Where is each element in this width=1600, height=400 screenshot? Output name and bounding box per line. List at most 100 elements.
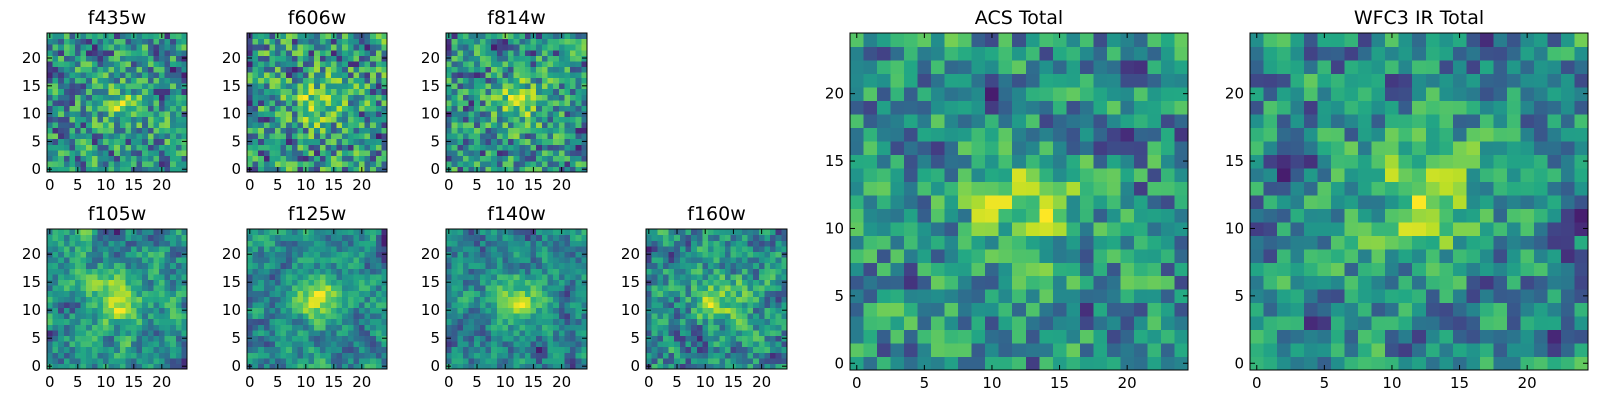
heatmap-cell [724,229,732,236]
heatmap-cell [175,229,182,236]
heatmap-cell [91,329,98,336]
heatmap-cell [564,127,571,134]
heatmap-cell [75,240,82,247]
heatmap-cell [536,77,543,84]
heatmap-cell [286,121,293,129]
heatmap-cell [747,357,754,364]
heatmap-cell [114,116,121,123]
heatmap-cell [353,257,360,264]
heatmap-cell [491,71,498,79]
heatmap-cell [114,133,121,140]
heatmap-cell [342,268,349,275]
heatmap-cell [147,245,154,252]
heatmap-cell [297,166,304,173]
heatmap-cell [1120,302,1135,317]
heatmap-cell [462,341,470,348]
heatmap-cell [1066,329,1081,344]
heatmap-cell [170,110,177,117]
heatmap-cell [1120,181,1135,196]
heatmap-cell [119,313,126,320]
heatmap-cell [944,194,959,209]
heatmap-cell [691,346,698,353]
heatmap-cell [125,99,132,106]
heatmap-cell [508,363,515,370]
heatmap-cell [370,77,377,84]
heatmap-cell [75,49,82,56]
heatmap-cell [153,335,160,342]
heatmap-cell [142,99,149,106]
heatmap-cell [502,55,509,62]
heatmap-cell [319,279,326,286]
heatmap-cell [496,144,503,151]
heatmap-cell [685,341,692,348]
heatmap-cell [747,245,754,252]
heatmap-cell [280,357,287,364]
heatmap-cell [485,262,492,269]
heatmap-cell [75,257,82,264]
heatmap-cell [80,352,87,359]
heatmap-cell [342,257,349,264]
heatmap-cell [998,316,1013,331]
heatmap-cell [125,116,132,123]
heatmap-cell [708,341,715,348]
heatmap-cell [75,77,82,84]
heatmap-cell [164,251,171,258]
heatmap-cell [702,329,709,336]
heatmap-cell [308,138,315,145]
heatmap-cell [108,268,115,275]
y-tick-label: 20 [222,49,241,67]
heatmap-cell [457,307,464,314]
heatmap-cell [86,44,93,51]
heatmap-cell [1174,316,1189,331]
heatmap-cell [536,335,543,342]
heatmap-cell [547,99,554,106]
heatmap-cell [269,88,276,95]
heatmap-cell [736,245,743,252]
heatmap-cell [1039,316,1054,331]
heatmap-cell [863,262,878,277]
heatmap-cell [342,335,349,342]
heatmap-cell [457,352,464,359]
heatmap-cell [91,363,98,370]
heatmap-cell [485,166,492,173]
heatmap-cell [269,273,276,280]
heatmap-cell [375,296,382,303]
heatmap-cell [468,335,475,342]
heatmap-cell [691,352,698,359]
x-tick-label: 15 [124,176,143,194]
heatmap-cell [314,127,321,134]
heatmap-cell [119,268,126,275]
heatmap-cell [119,116,126,123]
heatmap-cell [730,245,737,252]
heatmap-cell [668,352,675,359]
heatmap-cell [1039,235,1054,250]
heatmap-cell [75,88,82,95]
heatmap-cell [685,245,692,252]
heatmap-cell [581,301,588,308]
heatmap-cell [347,166,354,173]
heatmap-cell [530,144,537,151]
heatmap-cell [536,49,543,56]
heatmap-cell [457,94,464,101]
heatmap-cell [451,273,458,280]
heatmap-cell [457,166,464,173]
heatmap-cell [75,127,82,134]
heatmap-cell [314,116,321,123]
heatmap-cell [1174,181,1189,196]
heatmap-cell [347,257,354,264]
heatmap-cell [125,313,132,320]
heatmap-cell [691,285,698,292]
heatmap-cell [159,290,166,297]
heatmap-cell [269,94,276,101]
heatmap-cell [280,116,287,123]
heatmap-cell [651,257,658,264]
heatmap-cell [164,49,171,56]
heatmap-cell [446,324,453,331]
heatmap-cell [575,66,582,73]
heatmap-cell [646,313,653,320]
heatmap-cell [63,318,70,325]
heatmap-cell [679,363,687,370]
heatmap-cell [1039,181,1054,196]
heatmap-cell [547,363,554,370]
heatmap-cell [770,352,777,359]
